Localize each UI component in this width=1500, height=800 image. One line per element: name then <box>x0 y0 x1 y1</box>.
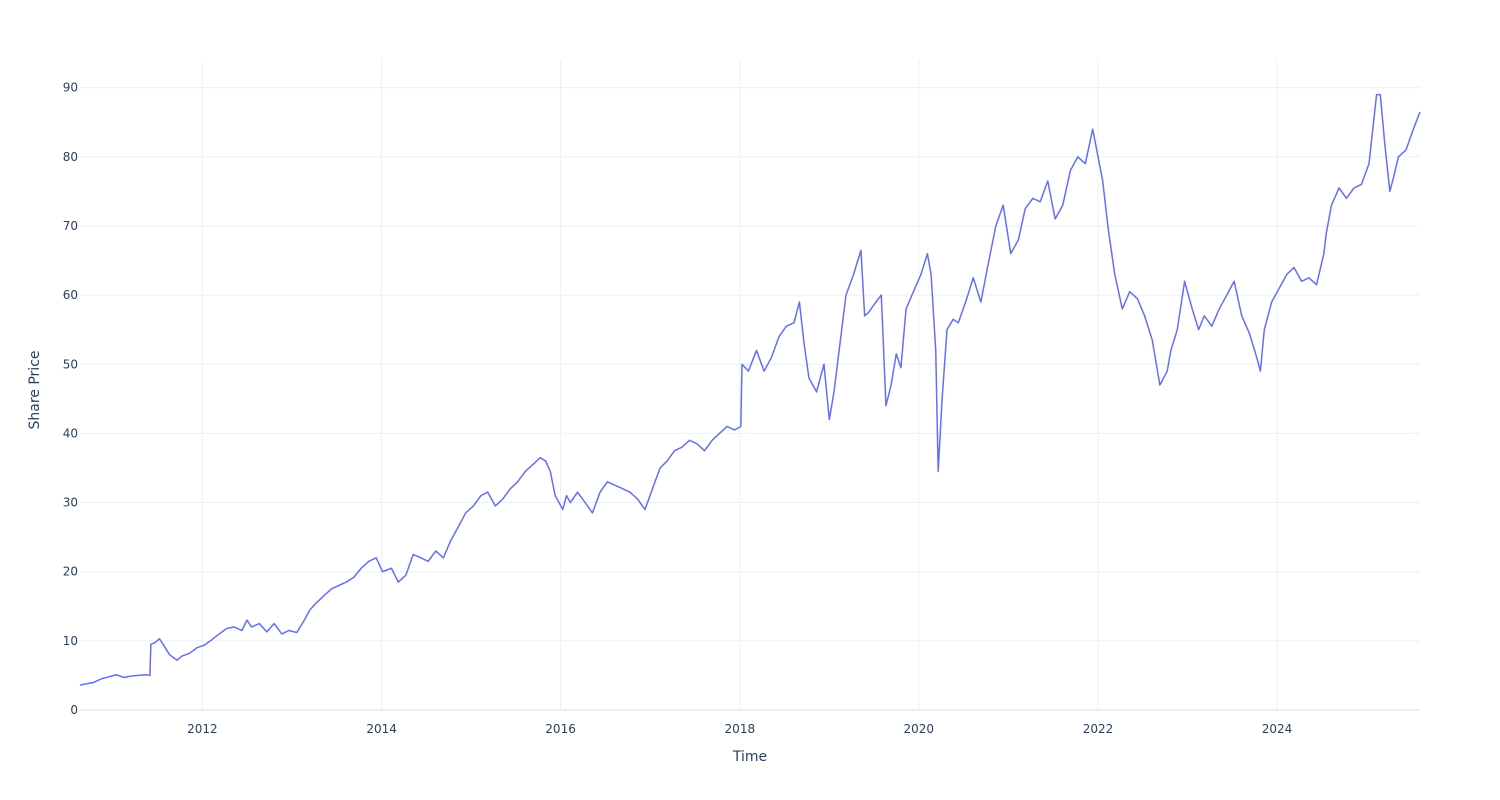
y-tick-label: 0 <box>70 703 78 717</box>
y-tick-label: 80 <box>63 150 78 164</box>
x-axis-ticks: 2012 2014 2016 2018 2020 2022 2024 <box>187 722 1292 736</box>
x-tick-label: 2014 <box>366 722 397 736</box>
y-tick-label: 90 <box>63 81 78 95</box>
x-tick-label: 2018 <box>725 722 756 736</box>
x-tick-label: 2020 <box>904 722 935 736</box>
x-axis-title: Time <box>732 749 767 765</box>
y-tick-label: 60 <box>63 288 78 302</box>
series-layer <box>79 93 1421 686</box>
y-axis-title: Share Price <box>27 350 43 429</box>
x-tick-label: 2022 <box>1083 722 1114 736</box>
y-tick-label: 50 <box>63 357 78 371</box>
x-grid <box>201 60 1278 710</box>
y-tick-label: 30 <box>63 496 78 510</box>
price-series-line <box>79 93 1421 686</box>
x-tick-label: 2024 <box>1262 722 1293 736</box>
y-tick-label: 70 <box>63 219 78 233</box>
y-tick-label: 10 <box>63 634 78 648</box>
x-tick-label: 2016 <box>545 722 576 736</box>
y-tick-label: 40 <box>63 426 78 440</box>
x-tick-label: 2012 <box>187 722 218 736</box>
y-tick-label: 20 <box>63 565 78 579</box>
y-grid <box>80 87 1420 711</box>
y-axis-ticks: 0 10 20 30 40 50 60 70 80 90 <box>63 81 78 717</box>
